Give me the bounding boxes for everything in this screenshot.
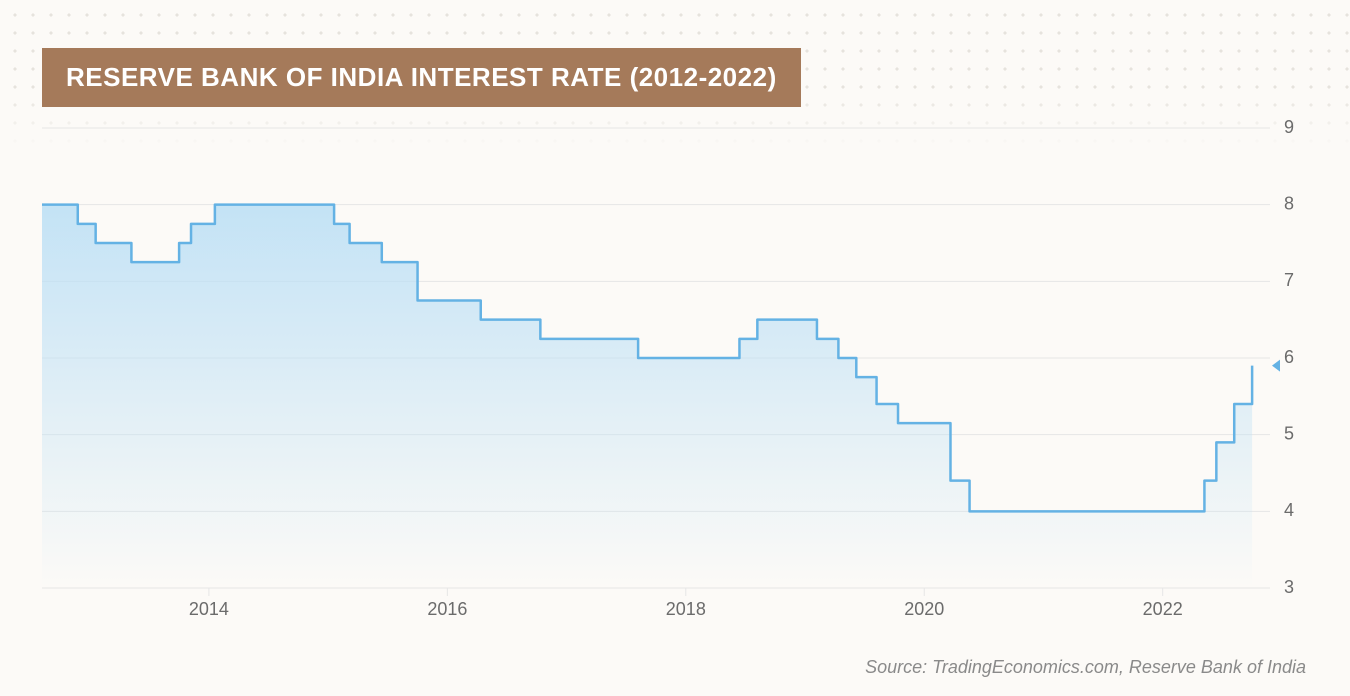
source-attribution: Source: TradingEconomics.com, Reserve Ba… <box>865 657 1306 678</box>
svg-text:9: 9 <box>1284 118 1294 137</box>
svg-text:8: 8 <box>1284 193 1294 213</box>
svg-text:2018: 2018 <box>666 599 706 619</box>
svg-text:6: 6 <box>1284 347 1294 367</box>
svg-text:7: 7 <box>1284 270 1294 290</box>
chart-title: RESERVE BANK OF INDIA INTEREST RATE (201… <box>42 48 801 107</box>
interest-rate-chart: 3 4 5 6 7 8 9 2014 2016 2018 2020 2022 <box>42 118 1324 638</box>
chart-container: 3 4 5 6 7 8 9 2014 2016 2018 2020 2022 <box>42 118 1324 638</box>
svg-text:2014: 2014 <box>189 599 229 619</box>
svg-text:4: 4 <box>1284 500 1294 520</box>
svg-text:5: 5 <box>1284 423 1294 443</box>
svg-text:2022: 2022 <box>1143 599 1183 619</box>
svg-text:3: 3 <box>1284 577 1294 597</box>
svg-text:2016: 2016 <box>427 599 467 619</box>
svg-text:2020: 2020 <box>904 599 944 619</box>
